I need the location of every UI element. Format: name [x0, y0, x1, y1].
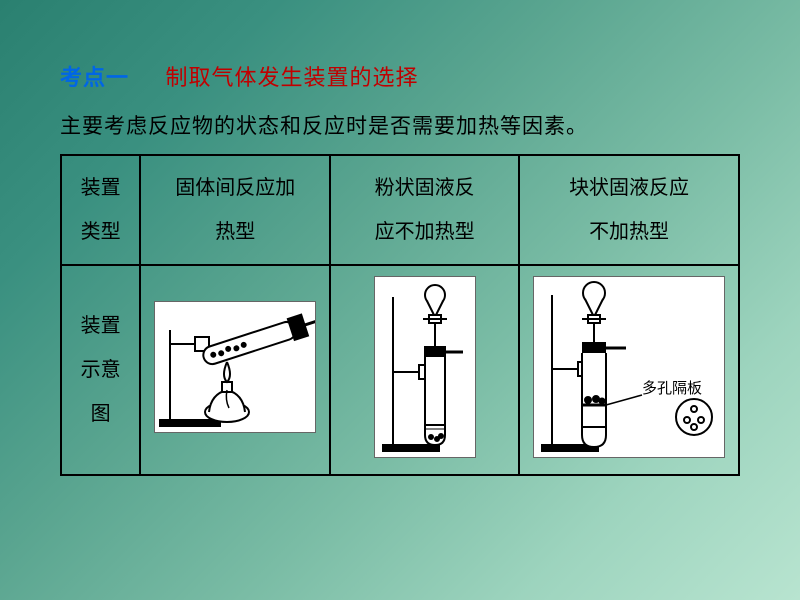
row-label-diagram: 装置 示意 图: [61, 265, 140, 475]
table-header-row: 装置 类型 固体间反应加 热型 粉状固液反 应不加热型 块状固液反应 不加热型: [61, 155, 739, 265]
diagram-2: [374, 276, 476, 458]
row-label-diagram-l1: 装置: [70, 304, 131, 348]
col-header-1-l1: 固体间反应加: [149, 166, 321, 210]
row-label-diagram-l2: 示意: [70, 348, 131, 392]
diagram-3-label-text: 多孔隔板: [642, 379, 702, 397]
slide-subtitle: 主要考虑反应物的状态和反应时是否需要加热等因素。: [60, 110, 740, 140]
col-header-2-l1: 粉状固液反: [339, 166, 510, 210]
col-header-2: 粉状固液反 应不加热型: [330, 155, 519, 265]
diagram-cell-2: [330, 265, 519, 475]
col-header-3-l2: 不加热型: [528, 210, 730, 254]
diagram-3: 多孔隔板: [533, 276, 725, 458]
diagram-cell-3: 多孔隔板: [519, 265, 739, 475]
col-header-2-l2: 应不加热型: [339, 210, 510, 254]
slide-heading: 考点一 制取气体发生装置的选择: [60, 60, 740, 92]
col-header-3: 块状固液反应 不加热型: [519, 155, 739, 265]
apparatus-table: 装置 类型 固体间反应加 热型 粉状固液反 应不加热型 块状固液反应 不加热型 …: [60, 154, 740, 476]
col-header-3-l1: 块状固液反应: [528, 166, 730, 210]
row-label-diagram-l3: 图: [70, 392, 131, 436]
row-label-type-l2: 类型: [70, 210, 131, 254]
row-label-type: 装置 类型: [61, 155, 140, 265]
col-header-1-l2: 热型: [149, 210, 321, 254]
slide: 考点一 制取气体发生装置的选择 主要考虑反应物的状态和反应时是否需要加热等因素。…: [0, 0, 800, 600]
diagram-cell-1: [140, 265, 330, 475]
diagram-1: [154, 301, 316, 433]
col-header-1: 固体间反应加 热型: [140, 155, 330, 265]
heading-title: 制取气体发生装置的选择: [166, 65, 419, 90]
table-image-row: 装置 示意 图: [61, 265, 739, 475]
heading-label: 考点一: [60, 65, 129, 90]
row-label-type-l1: 装置: [70, 166, 131, 210]
